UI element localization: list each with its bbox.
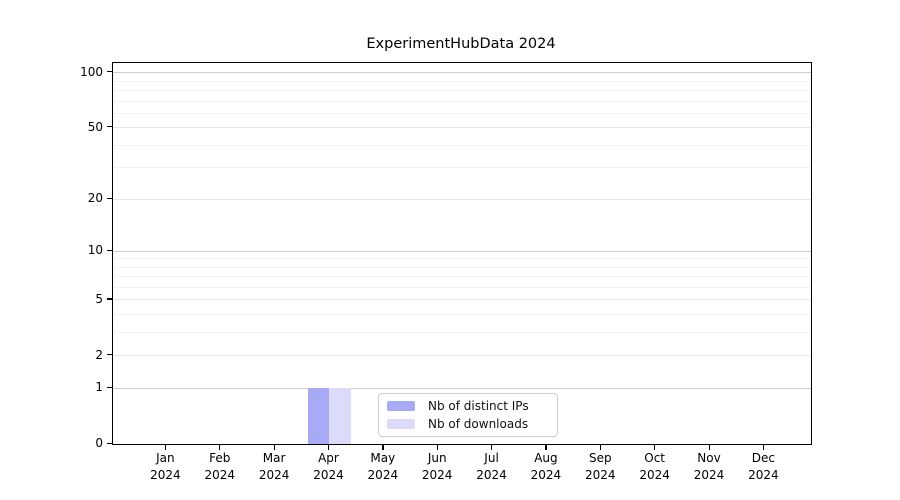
x-tick-label-line: Apr (318, 451, 339, 465)
legend: Nb of distinct IPs Nb of downloads (378, 393, 558, 437)
legend-swatch-downloads (387, 419, 415, 429)
x-tick-label-line: Aug (534, 451, 558, 465)
legend-swatch-distinct-ips (387, 401, 415, 411)
minor-gridline (113, 112, 811, 114)
y-tick (107, 354, 112, 356)
x-tick-label-line: 2024 (421, 467, 453, 482)
y-tick (107, 298, 112, 300)
y-tick-label: 10 (87, 243, 103, 258)
minor-gridline (113, 80, 811, 82)
x-tick-label-line: 2024 (584, 467, 616, 482)
minor-gridline (113, 144, 811, 146)
x-tick-label-line: 2024 (530, 467, 562, 482)
major-gridline (113, 355, 811, 357)
x-tick-label-line: Jan (156, 451, 175, 465)
decade-gridline (113, 72, 811, 74)
y-tick-label: 50 (87, 119, 103, 134)
x-tick-label-line: 2024 (150, 467, 181, 482)
x-tick (545, 445, 547, 450)
x-tick (599, 445, 601, 450)
bar-nb-of-distinct-ips-apr-2024 (307, 388, 330, 444)
x-tick-label: Jun 2024 (404, 450, 470, 483)
decade-gridline (113, 387, 811, 389)
x-tick-label-line: Feb (209, 451, 231, 465)
major-gridline (113, 127, 811, 129)
x-tick (219, 445, 221, 450)
y-tick (107, 126, 112, 128)
x-tick-label-line: 2024 (367, 467, 399, 482)
x-tick-label: Nov 2024 (676, 450, 742, 483)
legend-item-downloads: Nb of downloads (387, 415, 547, 433)
minor-gridline (113, 331, 811, 333)
bar-nb-of-downloads-apr-2024 (329, 388, 351, 444)
y-tick-label: 1 (95, 380, 103, 395)
major-gridline (113, 299, 811, 301)
x-tick-label: Jul 2024 (459, 450, 525, 483)
x-tick-label-line: 2024 (748, 467, 779, 482)
y-tick (107, 197, 112, 199)
minor-gridline (113, 258, 811, 260)
x-tick (273, 445, 275, 450)
x-tick (654, 445, 656, 450)
x-tick-label-line: 2024 (204, 467, 236, 482)
x-tick (327, 445, 330, 450)
x-tick-label-line: Dec (751, 451, 775, 465)
x-tick (164, 445, 167, 450)
y-tick-label: 0 (95, 436, 103, 450)
x-tick-label-line: 2024 (258, 467, 290, 482)
y-tick-label: 20 (87, 191, 103, 206)
x-tick-label-line: Jun (427, 451, 447, 465)
x-tick-label-line: Jul (484, 451, 499, 465)
legend-label-distinct-ips: Nb of distinct IPs (428, 399, 529, 413)
major-gridline (113, 198, 811, 200)
x-tick-label: Dec 2024 (730, 450, 796, 483)
x-tick-label-line: Oct (644, 451, 665, 465)
x-tick-label: Oct 2024 (622, 450, 688, 483)
x-tick-label: Apr 2024 (295, 450, 361, 483)
minor-gridline (113, 314, 811, 316)
x-tick-label-line: Sep (588, 451, 612, 465)
plot-area: Nb of distinct IPs Nb of downloads (112, 62, 812, 445)
x-tick (491, 445, 493, 450)
x-tick-label-line: May (370, 451, 396, 465)
chart-title: ExperimentHubData 2024 (366, 36, 556, 52)
minor-gridline (113, 276, 811, 278)
legend-item-distinct-ips: Nb of distinct IPs (387, 397, 547, 415)
x-tick-label-line: 2024 (476, 467, 507, 482)
x-tick-label-line: Nov (697, 451, 721, 465)
minor-gridline (113, 100, 811, 102)
y-tick-label: 5 (95, 291, 103, 306)
minor-gridline (113, 167, 811, 169)
x-tick (708, 445, 710, 450)
decade-gridline (113, 250, 811, 252)
x-tick-label-line: 2024 (313, 467, 344, 482)
x-tick-label-line: 2024 (639, 467, 670, 482)
x-tick-label: Mar 2024 (241, 450, 307, 483)
y-tick-label: 2 (95, 347, 103, 362)
legend-label-downloads: Nb of downloads (428, 417, 529, 431)
x-tick-label-line: 2024 (693, 467, 725, 482)
x-tick-label: May 2024 (350, 450, 416, 483)
x-tick-label: Sep 2024 (567, 450, 633, 483)
x-tick-label: Feb 2024 (187, 450, 253, 483)
x-tick (762, 445, 765, 450)
minor-gridline (113, 286, 811, 288)
y-tick (107, 71, 112, 73)
y-tick-label: 100 (80, 64, 103, 79)
x-tick-label: Jan 2024 (132, 450, 198, 483)
x-tick (382, 445, 384, 450)
y-tick (107, 442, 112, 444)
minor-gridline (113, 266, 811, 268)
y-tick (107, 249, 112, 251)
y-tick (107, 386, 112, 388)
x-tick-label-line: Mar (262, 451, 286, 465)
x-tick-label: Aug 2024 (513, 450, 579, 483)
minor-gridline (113, 89, 811, 91)
x-tick (436, 445, 438, 450)
